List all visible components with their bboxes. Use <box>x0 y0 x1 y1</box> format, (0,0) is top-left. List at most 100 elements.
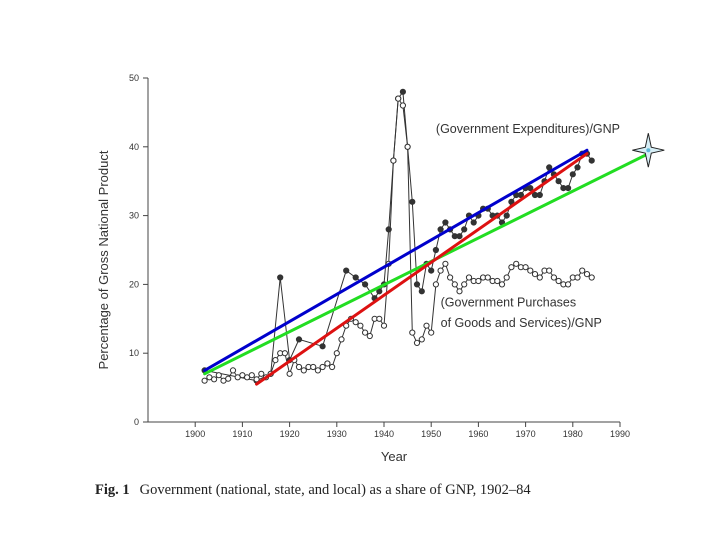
purchases-point <box>465 274 473 281</box>
purchases-point <box>248 372 255 379</box>
purchases-point <box>503 274 510 281</box>
purchases-point <box>324 360 331 367</box>
purchases-point <box>352 319 359 326</box>
purchases-point <box>555 277 562 285</box>
y-axis-title: Percentage of Gross National Product <box>96 150 111 369</box>
expenditures-point <box>461 226 468 233</box>
purchases-point <box>314 367 321 374</box>
purchases-point <box>447 274 454 281</box>
purchases-point <box>494 277 501 285</box>
expenditures-point <box>503 212 510 219</box>
purchases-point <box>461 281 468 288</box>
purchases-point <box>362 329 369 336</box>
expenditures-point <box>399 88 406 95</box>
star-marker-center <box>646 148 651 153</box>
purchases-point <box>546 267 553 274</box>
expenditures-point <box>432 246 439 254</box>
purchases-point <box>333 350 340 357</box>
purchases-point <box>432 281 439 288</box>
purchases-point <box>565 281 572 288</box>
purchases-point <box>258 370 265 377</box>
purchases-point <box>253 376 260 383</box>
purchases-point <box>380 322 388 329</box>
y-tick-label: 40 <box>129 142 139 152</box>
expenditures-point <box>362 281 369 288</box>
purchases-point <box>475 277 482 285</box>
expenditures-point <box>409 198 416 205</box>
figure-caption: Fig. 1 Government (national, state, and l… <box>95 482 531 499</box>
expenditures-point <box>437 226 444 233</box>
x-tick-label: 1950 <box>421 429 441 439</box>
expenditures-point <box>470 219 477 226</box>
purchases-point <box>508 264 515 271</box>
figure-caption-label: Fig. 1 <box>95 482 130 498</box>
y-tick-label: 0 <box>134 417 139 427</box>
purchases-point <box>409 329 416 336</box>
x-tick-label: 1960 <box>468 429 488 439</box>
purchases-point <box>588 274 595 281</box>
expenditures-point <box>343 267 350 274</box>
chart-axes: 0 10 20 30 40 50 1900 1910 1920 1930 1940 1950 1960 1… <box>96 73 630 464</box>
expenditures-point <box>295 336 303 343</box>
purchases-point <box>357 322 364 329</box>
expenditures-point <box>546 164 553 171</box>
annotation-label-1: (Government Expenditures)/GNP <box>436 122 620 136</box>
expenditures-point <box>536 191 543 199</box>
purchases-point <box>281 350 288 357</box>
purchases-point <box>399 102 406 109</box>
expenditures-point <box>442 219 449 226</box>
expenditures-point <box>418 288 425 295</box>
purchases-point <box>404 143 411 150</box>
purchases-point <box>395 95 402 102</box>
y-tick-label: 50 <box>129 73 139 83</box>
purchases-point <box>456 288 463 295</box>
annotation-label-2: (Government Purchases <box>441 295 576 309</box>
purchases-point <box>442 260 449 267</box>
x-tick-label: 1940 <box>374 429 394 439</box>
purchases-point <box>574 274 581 281</box>
purchases-point <box>536 274 543 281</box>
purchases-point <box>366 332 373 340</box>
green-trend-line <box>203 152 650 376</box>
purchases-point <box>329 363 336 371</box>
expenditures-point <box>527 185 534 192</box>
purchases-point <box>310 363 317 371</box>
purchases-point <box>583 271 591 278</box>
x-tick-label: 1920 <box>280 429 300 439</box>
x-tick-label: 1980 <box>563 429 583 439</box>
expenditures-point <box>565 185 572 192</box>
purchases-point <box>437 267 444 274</box>
expenditures-point <box>588 157 595 164</box>
purchases-point <box>579 267 586 274</box>
purchases-point <box>390 157 397 164</box>
expenditures-point <box>277 274 284 281</box>
purchases-point <box>423 322 430 329</box>
x-tick-label: 1990 <box>610 429 630 439</box>
y-tick-label: 30 <box>129 211 139 221</box>
expenditures-point <box>428 267 435 274</box>
purchases-point <box>418 336 425 343</box>
purchases-point <box>531 271 539 278</box>
figure-caption-text: Government (national, state, and local) … <box>139 482 531 498</box>
expenditures-point <box>517 191 525 199</box>
x-tick-label: 1900 <box>185 429 205 439</box>
purchases-point <box>319 363 326 371</box>
expenditures-point <box>456 233 463 240</box>
purchases-point <box>513 260 520 267</box>
expenditures-point <box>352 274 359 281</box>
purchases-point <box>484 274 491 281</box>
expenditures-point <box>574 164 581 171</box>
purchases-point <box>300 367 307 374</box>
purchases-point <box>229 367 237 374</box>
purchases-point <box>376 315 383 322</box>
purchases-point <box>522 264 529 271</box>
x-tick-label: 1930 <box>327 429 347 439</box>
x-tick-label: 1970 <box>516 429 536 439</box>
purchases-point <box>286 370 293 377</box>
expenditures-point <box>508 198 515 205</box>
purchases-point <box>338 336 345 343</box>
annotation-label-3: of Goods and Services)/GNP <box>441 316 602 330</box>
expenditures-point <box>319 343 326 350</box>
x-tick-label: 1910 <box>232 429 252 439</box>
